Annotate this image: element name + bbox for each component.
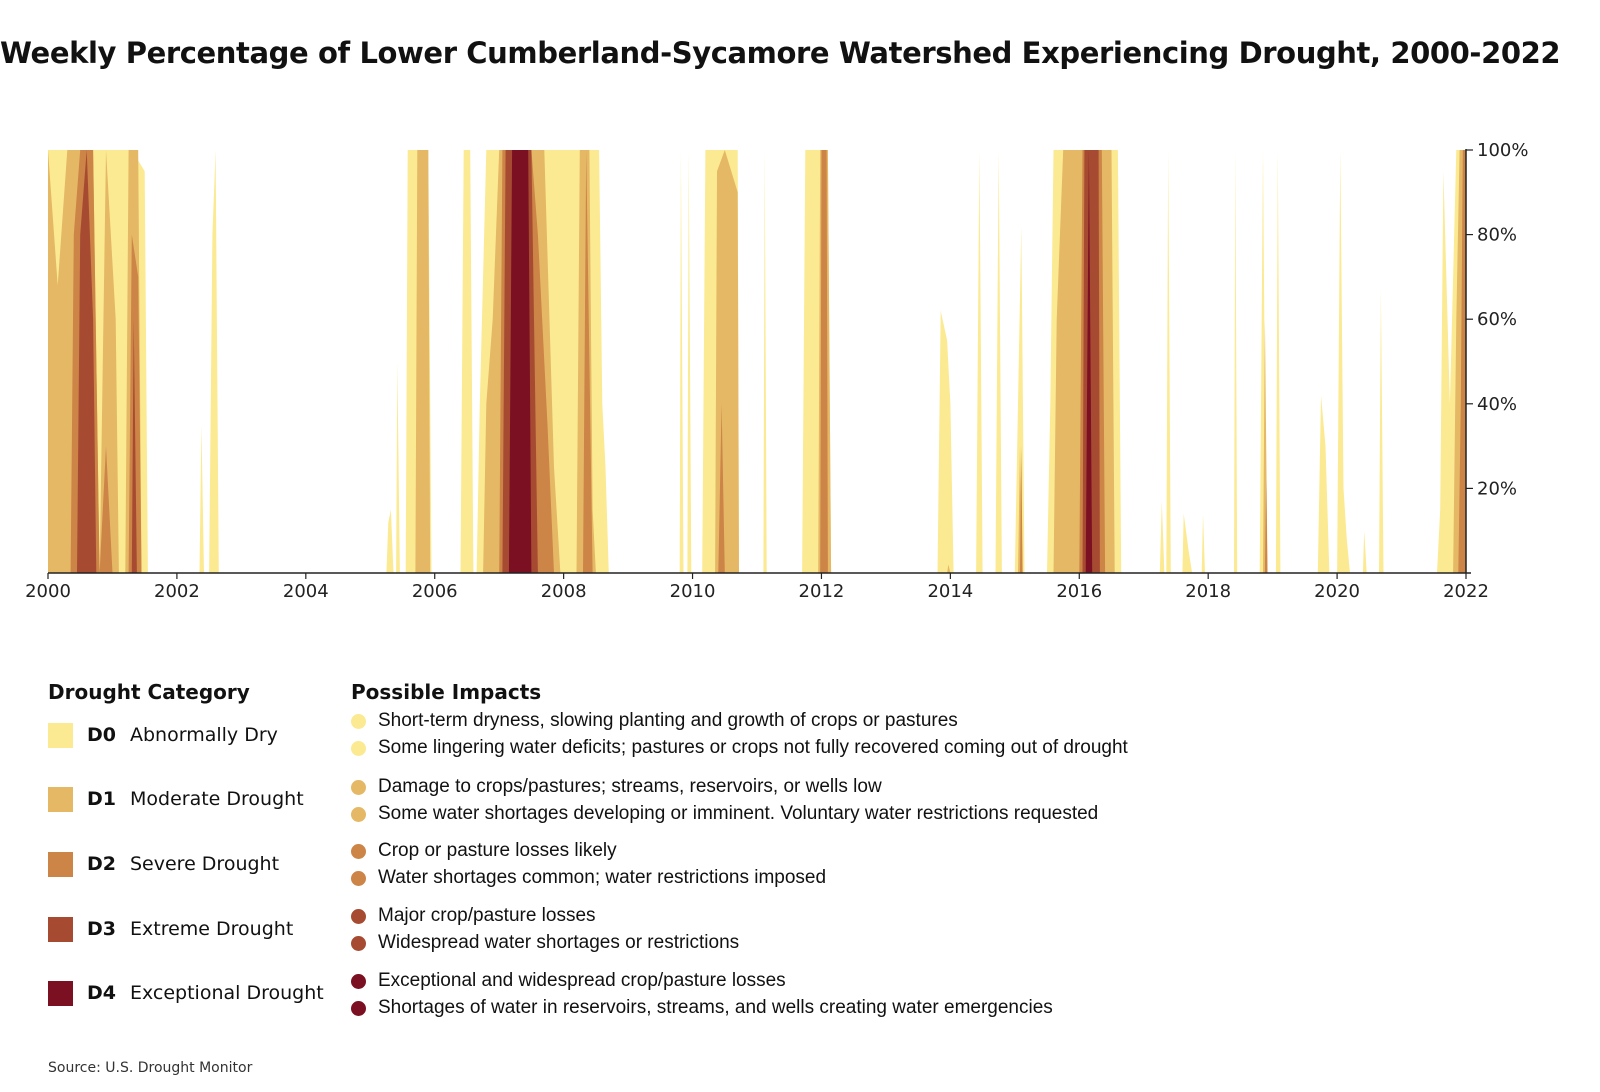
legend-item-d3: D3 Extreme Drought <box>48 916 293 942</box>
legend-code: D1 <box>87 788 116 810</box>
impact-bullet-icon <box>351 1000 366 1016</box>
impact-item: Damage to crops/pastures; streams, reser… <box>351 774 882 800</box>
impact-item: Short-term dryness, slowing planting and… <box>351 708 958 734</box>
legend-label: Moderate Drought <box>130 788 304 810</box>
legend-item-d1: D1 Moderate Drought <box>48 786 304 812</box>
x-tick-label: 2008 <box>541 581 587 602</box>
impact-bullet-icon <box>351 908 366 924</box>
legend-label: Extreme Drought <box>130 918 294 940</box>
chart-title: Weekly Percentage of Lower Cumberland-Sy… <box>0 36 1561 70</box>
impact-text: Short-term dryness, slowing planting and… <box>378 710 958 731</box>
impact-text: Damage to crops/pastures; streams, reser… <box>378 776 882 797</box>
legend-code: D4 <box>87 982 116 1004</box>
y-tick-label: 100% <box>1477 140 1528 161</box>
legend-code: D3 <box>87 918 116 940</box>
x-tick-label: 2004 <box>283 581 329 602</box>
possible-impacts-legend: Possible Impacts Short-term dryness, slo… <box>351 680 1551 1040</box>
x-tick-label: 2012 <box>799 581 845 602</box>
impact-bullet-icon <box>351 843 366 859</box>
impact-text: Water shortages common; water restrictio… <box>378 867 827 888</box>
axes: 2000 2002 2004 2006 2008 2010 2012 2014 2016 2018… <box>25 140 1528 602</box>
x-tick-label: 2000 <box>25 581 71 602</box>
legend-item-d0: D0 Abnormally Dry <box>48 722 278 748</box>
impact-bullet-icon <box>351 806 366 822</box>
legend-swatch <box>48 980 73 1006</box>
possible-impacts-heading: Possible Impacts <box>351 680 542 704</box>
impact-bullet-icon <box>351 740 366 756</box>
x-tick-label: 2016 <box>1056 581 1102 602</box>
legend-swatch <box>48 851 73 877</box>
impact-item: Shortages of water in reservoirs, stream… <box>351 995 1053 1021</box>
impact-text: Major crop/pasture losses <box>378 905 596 926</box>
impact-text: Crop or pasture losses likely <box>378 840 617 861</box>
legend-swatch <box>48 722 73 748</box>
x-tick-label: 2022 <box>1443 581 1489 602</box>
y-tick-label: 40% <box>1477 394 1517 415</box>
impact-text: Exceptional and widespread crop/pasture … <box>378 970 786 991</box>
legend-label: Abnormally Dry <box>130 724 278 746</box>
impact-text: Widespread water shortages or restrictio… <box>378 932 740 953</box>
legend-code: D2 <box>87 853 116 875</box>
impact-item: Crop or pasture losses likely <box>351 838 617 864</box>
impact-item: Some lingering water deficits; pastures … <box>351 735 1128 761</box>
source-note: Source: U.S. Drought Monitor <box>48 1060 253 1076</box>
impact-bullet-icon <box>351 779 366 795</box>
legend-swatch <box>48 786 73 812</box>
impact-text: Some lingering water deficits; pastures … <box>378 737 1128 758</box>
impact-item: Widespread water shortages or restrictio… <box>351 930 739 956</box>
legend-code: D0 <box>87 724 116 746</box>
legend-swatch <box>48 916 73 942</box>
drought-chart: 2000 2002 2004 2006 2008 2010 2012 2014 2016 2018… <box>25 140 1528 602</box>
x-tick-label: 2006 <box>412 581 458 602</box>
drought-category-heading: Drought Category <box>48 680 250 704</box>
impact-item: Major crop/pasture losses <box>351 903 596 929</box>
x-tick-label: 2014 <box>927 581 973 602</box>
x-tick-label: 2010 <box>670 581 716 602</box>
impact-item: Water shortages common; water restrictio… <box>351 865 826 891</box>
x-tick-label: 2002 <box>154 581 200 602</box>
legend-item-d4: D4 Exceptional Drought <box>48 980 324 1006</box>
impact-bullet-icon <box>351 713 366 729</box>
series-area-d1 <box>48 150 1466 573</box>
y-tick-label: 20% <box>1477 478 1517 499</box>
impact-bullet-icon <box>351 973 366 989</box>
plot-area <box>48 150 1467 573</box>
legend-label: Severe Drought <box>130 853 280 875</box>
impact-text: Some water shortages developing or immin… <box>378 803 1099 824</box>
x-tick-label: 2020 <box>1314 581 1360 602</box>
impact-item: Exceptional and widespread crop/pasture … <box>351 968 786 994</box>
x-tick-label: 2018 <box>1185 581 1231 602</box>
impact-bullet-icon <box>351 870 366 886</box>
impact-item: Some water shortages developing or immin… <box>351 801 1098 827</box>
legend-label: Exceptional Drought <box>130 982 324 1004</box>
series-area-d2 <box>70 150 1467 573</box>
legend-item-d2: D2 Severe Drought <box>48 851 279 877</box>
impact-bullet-icon <box>351 935 366 951</box>
impact-text: Shortages of water in reservoirs, stream… <box>378 997 1053 1018</box>
drought-category-legend: Drought Category D0 Abnormally Dry D1 Moder… <box>48 680 338 1040</box>
y-tick-label: 80% <box>1477 225 1517 246</box>
series-area-d0 <box>48 150 1466 573</box>
y-tick-label: 60% <box>1477 309 1517 330</box>
